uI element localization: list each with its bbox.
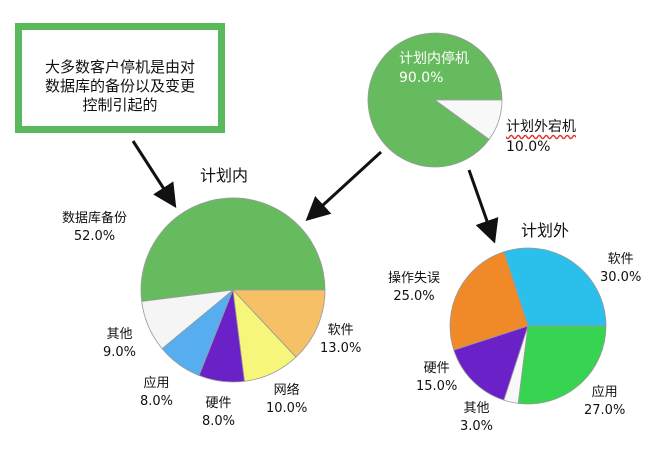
slice-name: 硬件 <box>205 396 232 411</box>
slice-value: 30.0% <box>600 270 642 285</box>
insight-callout: 大多数客户停机是由对 数据库的备份以及变更 控制引起的 <box>15 23 225 133</box>
slice-label-other: 其他 9.0% <box>103 326 136 362</box>
pie-slice-2-1 <box>449 251 529 351</box>
slice-label-network: 网络 10.0% <box>266 382 307 418</box>
arrow-top-to-planned <box>305 150 383 222</box>
slice-name: 软件 <box>607 252 634 267</box>
slice-name: 网络 <box>273 383 300 398</box>
pie-slice-1-0 <box>140 197 326 302</box>
callout-text: 大多数客户停机是由对 数据库的备份以及变更 控制引起的 <box>30 58 210 115</box>
pie-slice-2-2 <box>453 325 529 401</box>
callout-line: 大多数客户停机是由对 <box>44 58 195 76</box>
slice-label-software: 软件 13.0% <box>320 322 361 358</box>
planned-pie-title: 计划内 <box>200 166 249 185</box>
slice-label-app: 应用 27.0% <box>584 384 625 420</box>
arrow-top-to-unplanned <box>467 169 499 244</box>
slice-name: 数据库备份 <box>62 211 128 226</box>
slice-name: 应用 <box>143 376 170 391</box>
unplanned-downtime-pie <box>449 247 607 405</box>
slice-name: 其他 <box>106 327 133 342</box>
planned-vs-unplanned-pie <box>367 32 503 168</box>
arrow-callout-to-planned <box>131 140 177 209</box>
pie-slice-1-5 <box>232 289 326 358</box>
slice-value: 15.0% <box>416 379 458 394</box>
slice-value: 13.0% <box>320 341 362 356</box>
slice-name: 软件 <box>327 323 354 338</box>
slice-label-other: 其他 3.0% <box>460 400 493 436</box>
slice-name: 其他 <box>463 401 490 416</box>
slice-value: 10.0% <box>506 139 551 155</box>
slice-label-planned: 计划内停机 90.0% <box>399 50 469 88</box>
slice-value: 8.0% <box>202 414 236 429</box>
slice-value: 90.0% <box>399 70 444 86</box>
slice-name: 计划外宕机 <box>506 119 576 135</box>
slice-label-unplanned: 计划外宕机 10.0% <box>506 117 576 157</box>
slice-label-operator-error: 操作失误 25.0% <box>388 270 440 306</box>
slice-name: 操作失误 <box>388 271 441 286</box>
slice-name: 应用 <box>591 385 618 400</box>
slice-value: 9.0% <box>103 345 137 360</box>
slice-label-app: 应用 8.0% <box>140 375 173 411</box>
slice-value: 8.0% <box>140 394 174 409</box>
slice-label-software: 软件 30.0% <box>600 251 641 287</box>
pie-slice-2-4 <box>517 325 607 405</box>
unplanned-pie-title: 计划外 <box>521 221 570 240</box>
pie-slice-2-0 <box>503 247 607 327</box>
slice-name: 计划内停机 <box>399 51 469 67</box>
callout-line: 数据库的备份以及变更 <box>44 77 195 95</box>
callout-line: 控制引起的 <box>82 96 158 114</box>
pie-slice-0-1 <box>433 99 503 140</box>
slice-label-hardware: 硬件 8.0% <box>202 395 235 431</box>
planned-downtime-pie <box>140 197 326 383</box>
slice-value: 27.0% <box>584 403 626 418</box>
slice-value: 3.0% <box>460 419 494 434</box>
slice-value: 25.0% <box>393 289 435 304</box>
slice-value: 52.0% <box>73 229 116 244</box>
slice-value: 10.0% <box>266 401 308 416</box>
arrows <box>131 140 499 244</box>
slice-label-db-backup: 数据库备份 52.0% <box>62 210 127 246</box>
slice-label-hardware: 硬件 15.0% <box>416 360 457 396</box>
slice-name: 硬件 <box>423 361 450 376</box>
